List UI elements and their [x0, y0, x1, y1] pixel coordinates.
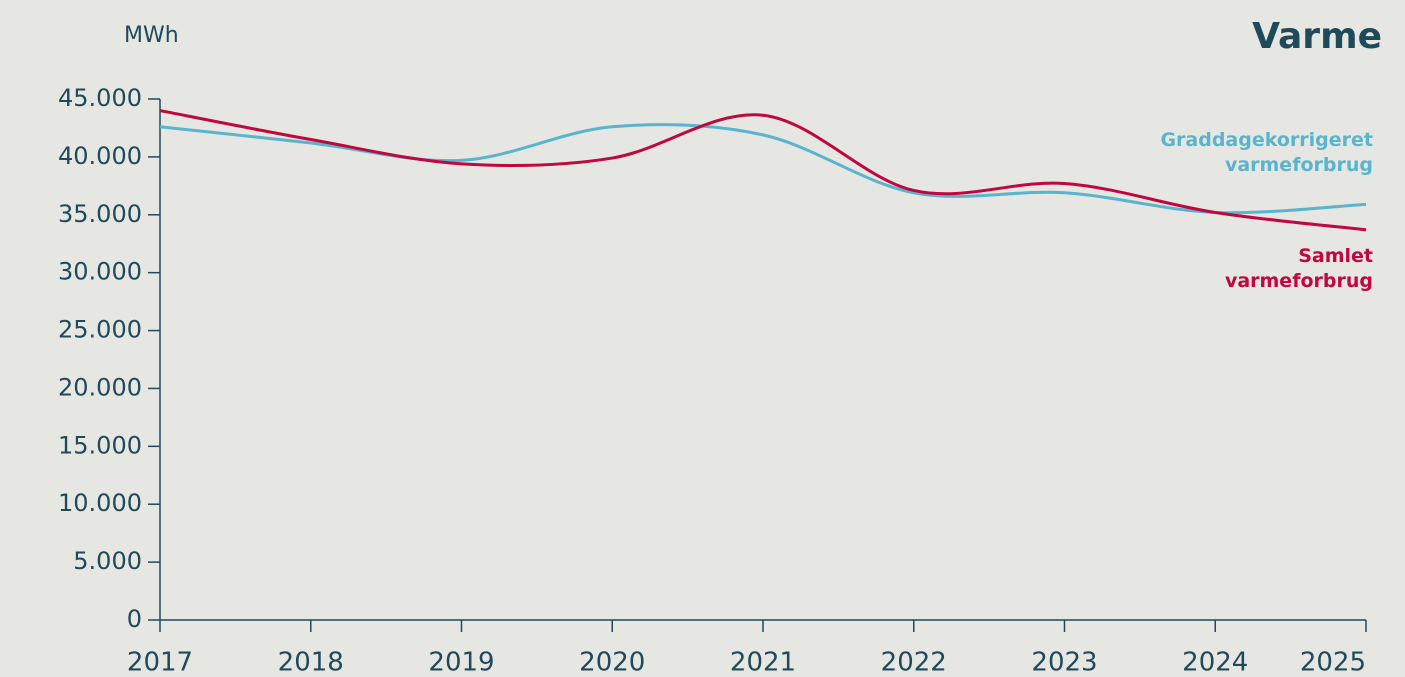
x-tick-label: 2018 — [278, 648, 344, 677]
series-label: Graddagekorrigeret varmeforbrug — [1160, 129, 1373, 176]
y-tick-label: 0 — [127, 605, 142, 633]
y-tick-label: 45.000 — [58, 84, 142, 112]
chart-title: Varme — [1252, 16, 1382, 57]
x-tick-label: 2024 — [1182, 648, 1248, 677]
y-axis-label: MWh — [124, 23, 179, 48]
x-tick-label: 2023 — [1031, 648, 1097, 677]
y-tick-label: 20.000 — [58, 373, 142, 401]
y-tick-label: 10.000 — [58, 489, 142, 517]
y-tick-label: 40.000 — [58, 142, 142, 170]
x-tick-label: 2019 — [428, 648, 494, 677]
y-tick-label: 25.000 — [58, 316, 142, 344]
x-tick-label: 2020 — [579, 648, 645, 677]
series-line — [159, 109, 1367, 232]
x-tick-label: 2025 — [1300, 648, 1366, 677]
y-tick-label: 5.000 — [73, 547, 142, 575]
y-tick-label: 30.000 — [58, 258, 142, 286]
x-tick-label: 2022 — [881, 648, 947, 677]
x-tick-label: 2017 — [127, 648, 193, 677]
y-tick-label: 35.000 — [58, 200, 142, 228]
y-tick-label: 15.000 — [58, 431, 142, 459]
series-line — [159, 123, 1367, 215]
series-label: Samlet varmeforbrug — [1224, 245, 1373, 292]
x-tick-label: 2021 — [730, 648, 796, 677]
